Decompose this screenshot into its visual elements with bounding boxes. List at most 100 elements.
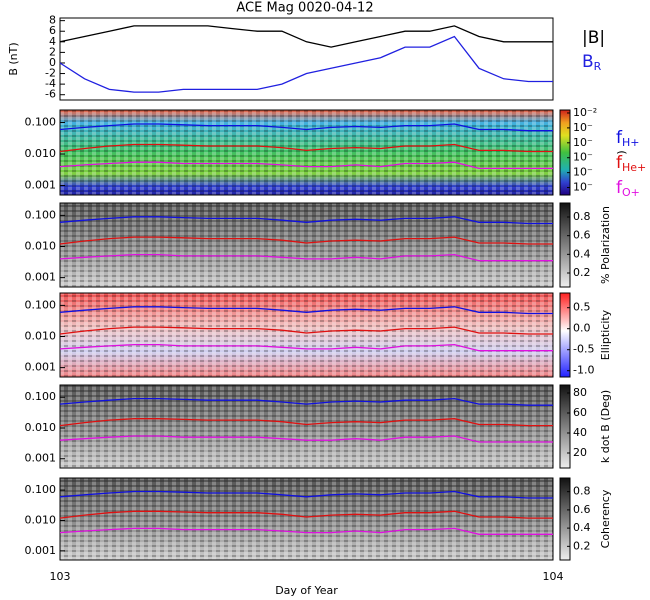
- series-line: [59, 397, 553, 406]
- colorbar-tick-label: 0.8: [573, 485, 591, 498]
- colorbar-tick-label: 80: [573, 386, 587, 399]
- colorbar-tick-label: 0.5: [573, 301, 591, 314]
- spectrogram-texture: [60, 203, 553, 287]
- legend-label: fH+: [616, 128, 640, 149]
- y-tick-label: 0.100: [25, 483, 57, 496]
- y-tick-label: 0.100: [25, 208, 57, 221]
- spectrogram-texture: [60, 478, 553, 560]
- series-line: [59, 527, 553, 535]
- colorbar-tick-label: 10⁻: [573, 166, 593, 179]
- colorbar-label: % Polarization: [599, 206, 612, 284]
- series-line: [59, 326, 553, 335]
- y-tick-label: 0.100: [25, 116, 57, 129]
- series-line: [59, 253, 553, 262]
- y-tick-label: 0.010: [25, 330, 57, 343]
- colorbar-tick-label: -0.5: [573, 343, 594, 356]
- series-line: [59, 418, 553, 427]
- y-tick-label: 0.001: [25, 179, 57, 192]
- colorbar-tick-label: 0.6: [573, 503, 591, 516]
- y-tick-label: 0.100: [25, 390, 57, 403]
- series-line: [59, 306, 553, 315]
- colorbar-tick-label: 10⁻: [573, 181, 593, 194]
- legend-name: f: [616, 153, 623, 173]
- colorbar-tick-label: 0.2: [573, 539, 591, 552]
- y-tick-label: -6: [45, 88, 56, 101]
- series-line: [59, 143, 553, 153]
- plot-frame: [59, 17, 554, 101]
- series-line: [59, 510, 553, 519]
- y-axis-label: B (nT): [7, 42, 20, 75]
- legend-label: BR: [582, 52, 602, 73]
- legend-subscript: R: [594, 60, 602, 73]
- x-tick-label: 104: [543, 570, 564, 583]
- colorbar-tick-label: 10⁻: [573, 151, 593, 164]
- colorbar-label: Coherency: [599, 489, 612, 548]
- series-line: [59, 161, 553, 170]
- spectrogram-texture: [60, 293, 553, 377]
- spectrogram-texture: [60, 110, 553, 195]
- colorbar: [559, 202, 571, 288]
- series-line: [59, 25, 553, 48]
- colorbar-tick-label: 0.2: [573, 266, 591, 279]
- y-tick-label: 0.100: [25, 298, 57, 311]
- colorbar-label: k dot B (Deg): [599, 390, 612, 463]
- y-tick-label: 0.010: [25, 513, 57, 526]
- series-line: [59, 236, 553, 245]
- y-tick-label: 0.010: [25, 147, 57, 160]
- colorbar-tick-label: 0.6: [573, 229, 591, 242]
- y-tick-label: 0.010: [25, 240, 57, 253]
- y-tick-label: 6: [49, 24, 56, 37]
- colorbar-tick-label: 60: [573, 406, 587, 419]
- y-tick-label: 2: [49, 45, 56, 58]
- plot-frame: [59, 292, 554, 378]
- y-tick-label: -4: [45, 77, 56, 90]
- series-line: [59, 343, 553, 352]
- spectrogram-texture: [60, 385, 553, 468]
- legend-name: |B|: [582, 28, 605, 48]
- chart-title: ACE Mag 0020-04-12: [236, 1, 373, 16]
- colorbar-label: Ellipticity: [599, 309, 612, 360]
- series-line: [59, 490, 553, 499]
- colorbar-tick-label: 10⁻: [573, 136, 593, 149]
- colorbar: [559, 292, 571, 378]
- y-tick-label: -2: [45, 67, 56, 80]
- colorbar-tick-label: 0.4: [573, 247, 591, 260]
- y-tick-label: 4: [49, 35, 56, 48]
- x-axis-label: Day of Year: [275, 584, 338, 597]
- plot-frame: [59, 202, 554, 288]
- y-tick-label: 0.001: [25, 361, 57, 374]
- y-tick-label: 0.010: [25, 421, 57, 434]
- colorbar-tick-label: 10⁻²: [573, 106, 597, 119]
- y-tick-label: 8: [49, 14, 56, 27]
- colorbar: [559, 109, 571, 196]
- plot-frame: [59, 384, 554, 469]
- legend-label: |B|: [582, 28, 605, 48]
- colorbar-tick-label: 0.8: [573, 210, 591, 223]
- colorbar-tick-label: 20: [573, 446, 587, 459]
- series-line: [59, 123, 553, 132]
- colorbar-tick-label: -1.0: [573, 364, 594, 377]
- y-tick-label: 0.001: [25, 544, 57, 557]
- colorbar: [559, 477, 571, 561]
- y-tick-label: 0.001: [25, 271, 57, 284]
- series-line: [59, 435, 553, 443]
- colorbar: [559, 384, 571, 469]
- legend-subscript: H+: [622, 136, 640, 149]
- series-line: [59, 35, 553, 93]
- series-line: [59, 216, 553, 225]
- colorbar-label: ): [615, 150, 628, 154]
- legend-label: fO+: [616, 178, 640, 199]
- legend-subscript: O+: [622, 186, 640, 199]
- x-tick-label: 103: [50, 570, 71, 583]
- plot-frame: [59, 477, 554, 561]
- legend-name: f: [616, 128, 623, 148]
- colorbar-tick-label: 40: [573, 426, 587, 439]
- legend-name: B: [582, 52, 594, 72]
- colorbar-tick-label: 0.4: [573, 521, 591, 534]
- legend-label: fHe+: [616, 153, 646, 174]
- plot-frame: [59, 109, 554, 196]
- colorbar-tick-label: 0.0: [573, 322, 591, 335]
- colorbar-tick-label: 10⁻: [573, 121, 593, 134]
- y-tick-label: 0: [49, 56, 56, 69]
